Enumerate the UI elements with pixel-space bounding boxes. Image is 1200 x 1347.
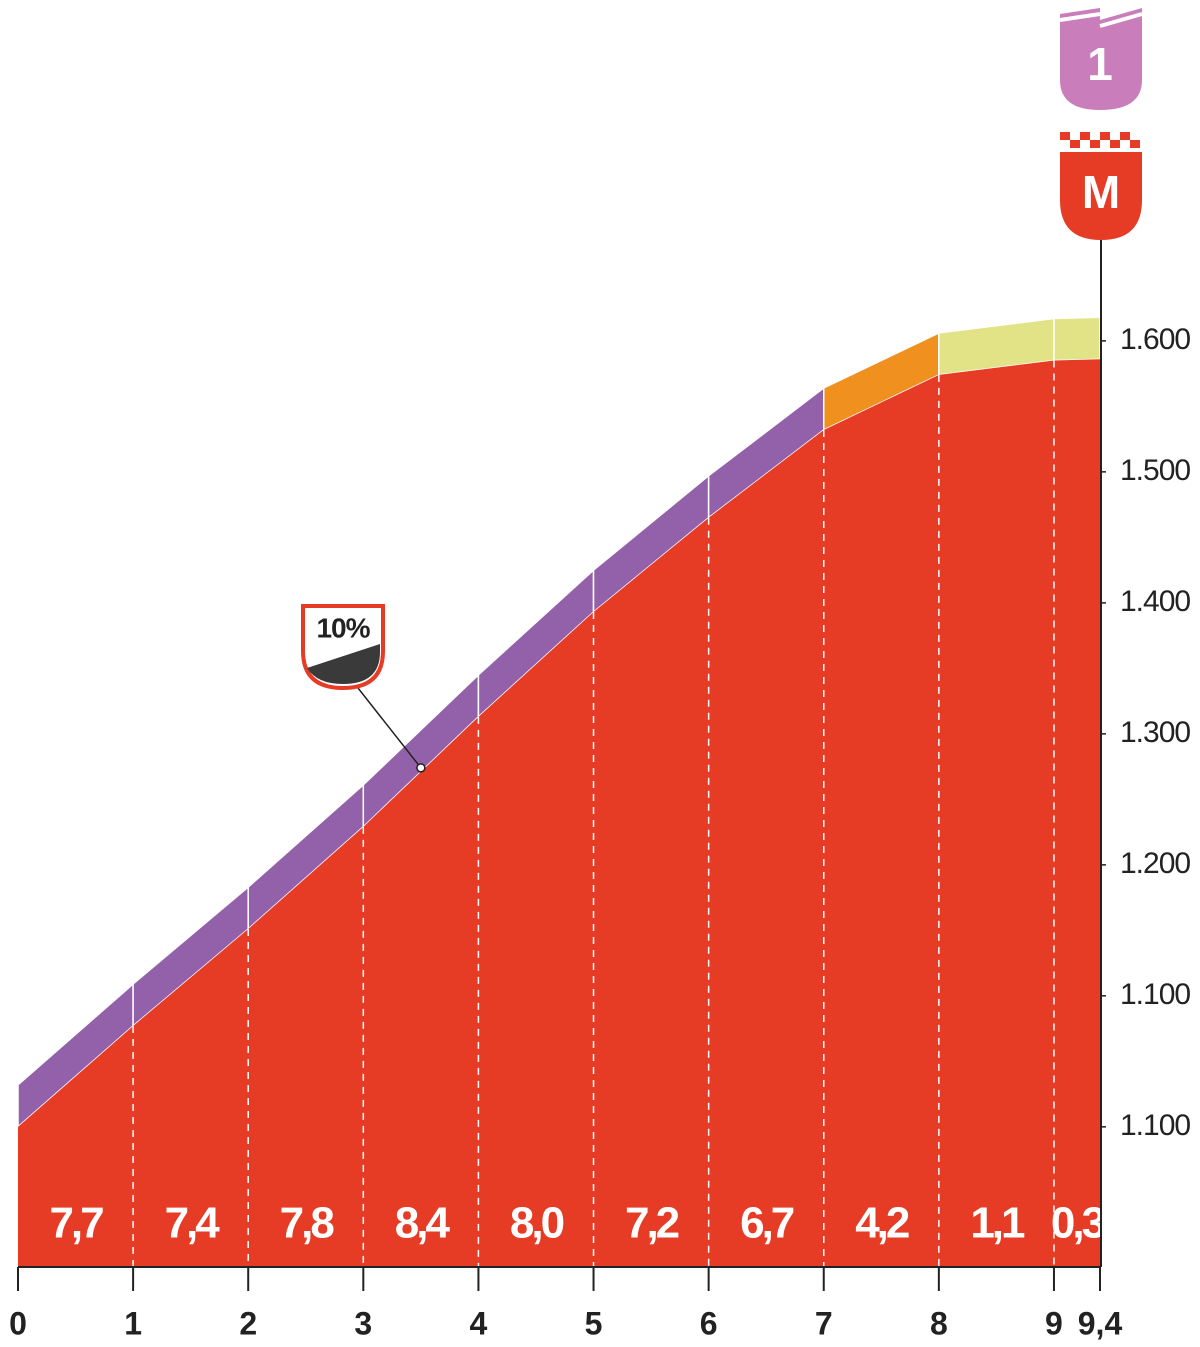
x-tick-label: 6 — [700, 1305, 718, 1341]
category-badge — [1060, 8, 1142, 110]
gradient-label: 8,0 — [510, 1199, 564, 1248]
y-tick-label: 1.600 — [1120, 323, 1190, 356]
x-tick-label: 4 — [470, 1305, 488, 1341]
gradient-label: 7,4 — [165, 1199, 221, 1248]
gradient-label: 1,1 — [970, 1199, 1025, 1248]
y-tick-label: 1.300 — [1120, 716, 1190, 749]
gradient-label: 4,2 — [855, 1199, 909, 1248]
x-tick-label: 7 — [815, 1305, 833, 1341]
x-tick-label: 3 — [354, 1305, 372, 1341]
gradient-label: 7,8 — [280, 1199, 335, 1248]
annotation-text: 10% — [316, 612, 370, 643]
y-tick-label: 1.500 — [1120, 454, 1190, 487]
gradient-label: 8,4 — [395, 1199, 451, 1248]
annotation-leader — [357, 687, 422, 769]
gradient-label: 6,7 — [740, 1199, 794, 1248]
gradient-label: 0,3 — [1051, 1199, 1105, 1248]
gradient-band — [1053, 316, 1101, 362]
x-tick-label: 2 — [239, 1305, 257, 1341]
x-tick-label: 0 — [9, 1305, 27, 1341]
plot: 7,7 7,4 7,8 8,4 8,0 7,2 6,7 4,2 1,1 0,3 10% 1.100 1.… — [9, 316, 1191, 1341]
finish-badge-text: M — [1082, 166, 1120, 218]
finish-checker — [1060, 132, 1142, 152]
profile-area — [18, 359, 1100, 1268]
annotation-point — [416, 763, 426, 773]
y-tick-label: 1.200 — [1120, 847, 1190, 880]
x-tick-label: 1 — [124, 1305, 142, 1341]
x-tick-label: 8 — [930, 1305, 948, 1341]
y-tick-label: 1.100 — [1120, 978, 1190, 1011]
finish-badge — [1060, 152, 1142, 240]
category-badge-text: 1 — [1087, 38, 1113, 90]
gradient-label: 7,2 — [625, 1199, 679, 1248]
x-tick-label: 9 — [1045, 1305, 1063, 1341]
y-tick-label: 1.400 — [1120, 585, 1190, 618]
annotation-icon — [307, 644, 380, 684]
badge-decor — [1059, 12, 1143, 28]
y-tick-label: 1.100 — [1120, 1109, 1190, 1142]
x-tick-label: 9,4 — [1078, 1305, 1123, 1341]
gradient-label: 7,7 — [49, 1199, 103, 1248]
x-tick-label: 5 — [585, 1305, 603, 1341]
